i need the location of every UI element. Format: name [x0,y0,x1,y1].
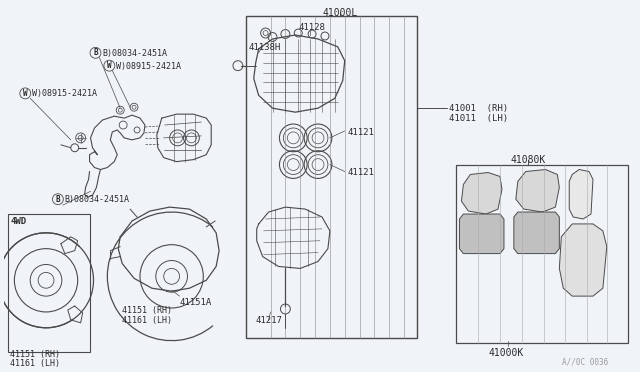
Text: W)08915-2421A: W)08915-2421A [116,62,181,71]
Text: 41128: 41128 [298,23,325,32]
Polygon shape [460,214,504,254]
Text: B)08034-2451A: B)08034-2451A [102,49,168,58]
Text: B: B [56,195,60,204]
Text: 41000L: 41000L [322,8,357,18]
Text: 41138H: 41138H [249,43,281,52]
Text: 41000K: 41000K [488,347,524,357]
Text: 41001  (RH): 41001 (RH) [449,104,508,113]
Text: W: W [107,61,111,70]
Text: 41080K: 41080K [510,155,545,165]
Polygon shape [461,173,502,214]
Polygon shape [516,170,559,212]
Text: W)08915-2421A: W)08915-2421A [32,89,97,99]
Text: 41151 (RH): 41151 (RH) [122,306,172,315]
Bar [456,164,628,343]
Polygon shape [569,170,593,219]
Text: B)08034-2451A: B)08034-2451A [65,195,130,204]
Text: 41121: 41121 [348,128,374,137]
Polygon shape [514,212,559,254]
Text: 41151A: 41151A [180,298,212,307]
Bar [246,16,417,338]
Text: A//0C 0036: A//0C 0036 [563,357,609,366]
Text: 41121: 41121 [348,167,374,177]
Text: 41011  (LH): 41011 (LH) [449,114,508,123]
Text: 41217: 41217 [256,316,283,325]
Text: 41161 (LH): 41161 (LH) [122,316,172,325]
Text: B: B [93,48,98,57]
Text: W: W [23,89,28,98]
Text: 4WD: 4WD [10,217,26,226]
Bar [8,214,90,353]
Text: 41161 (LH): 41161 (LH) [10,359,60,368]
Text: 41151 (RH): 41151 (RH) [10,350,60,359]
Polygon shape [559,224,607,296]
